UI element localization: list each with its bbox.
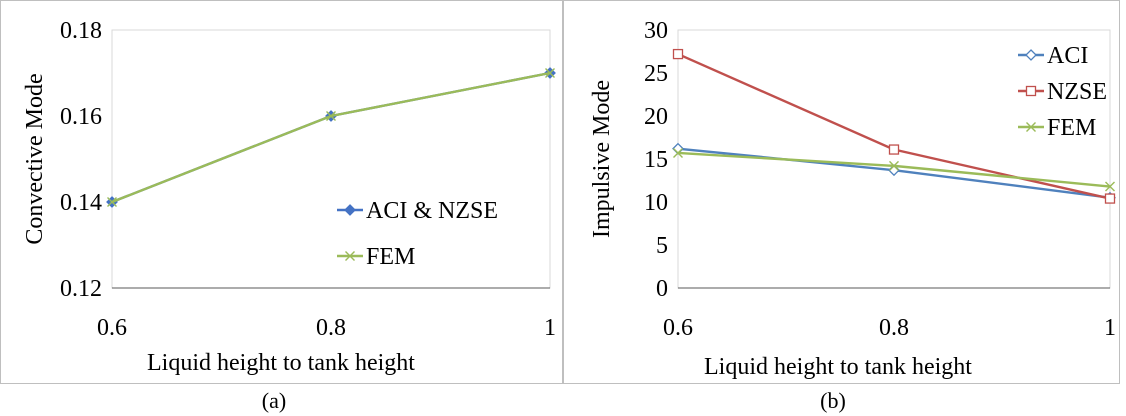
chart-b-x-tick-label: 1 bbox=[1104, 315, 1116, 341]
chart-a-y-tick-label: 0.18 bbox=[60, 18, 102, 44]
chart-a-legend-0-marker bbox=[344, 204, 356, 216]
chart-a-svg: 0.12 0.14 0.16 0.18 0.6 0.8 1 Liquid height to … bbox=[0, 0, 563, 413]
chart-b-frame bbox=[563, 0, 1120, 384]
chart-b-series-2-point bbox=[1105, 181, 1115, 192]
chart-b-legend-1-label: NZSE bbox=[1047, 79, 1107, 105]
chart-b-y-tick-label: 30 bbox=[644, 18, 668, 44]
chart-b-series-2-point-stroke-2 bbox=[1105, 181, 1115, 192]
chart-a-series-1-point bbox=[326, 111, 336, 121]
chart-a-series-1-point bbox=[545, 68, 555, 78]
chart-a-x-tick-label: 0.6 bbox=[97, 315, 127, 341]
chart-a-series-0-line bbox=[111, 71, 551, 204]
chart-b-y-axis-title: Impulsive Mode bbox=[589, 80, 615, 238]
chart-b-y-tick-label: 0 bbox=[656, 276, 668, 302]
chart-b-series-2-point bbox=[673, 147, 683, 158]
chart-a-series-1-point-stroke-2 bbox=[326, 111, 336, 121]
chart-b-x-tick-label: 0.8 bbox=[879, 315, 909, 341]
chart-b-series-1-point bbox=[888, 144, 900, 155]
chart-b-series-2-point-stroke-2 bbox=[889, 160, 899, 171]
chart-a-series-1-point bbox=[107, 197, 117, 207]
chart-a-series-1-point-stroke-2 bbox=[545, 68, 555, 78]
chart-a-y-tick-label: 0.14 bbox=[60, 190, 102, 216]
chart-a-legend-1-marker-stroke-2 bbox=[345, 251, 355, 261]
chart-a-y-tick-label: 0.12 bbox=[60, 276, 102, 302]
chart-a-caption: (a) bbox=[262, 388, 286, 413]
chart-a-series-1-line bbox=[111, 71, 551, 204]
chart-a-x-axis-title: Liquid height to tank height bbox=[147, 350, 415, 376]
chart-b-series-2-point-stroke-2 bbox=[673, 147, 683, 158]
chart-a-y-tick-label: 0.16 bbox=[60, 104, 102, 130]
chart-b-legend-2-marker-stroke-2 bbox=[1026, 122, 1036, 132]
chart-a-frame bbox=[0, 0, 563, 384]
chart-b-legend-1-marker bbox=[1025, 85, 1037, 97]
chart-b-x-tick-label: 0.6 bbox=[663, 315, 693, 341]
chart-b-legend-0-marker bbox=[1025, 49, 1037, 61]
chart-b-y-tick-label: 15 bbox=[644, 147, 668, 173]
chart-b-svg: 0 5 10 15 20 25 30 0.6 0.8 1 Liquid height to tank… bbox=[563, 0, 1120, 413]
chart-b-series-2-point bbox=[889, 160, 899, 171]
chart-a-plot-area bbox=[111, 29, 551, 289]
chart-b-y-tick-label: 5 bbox=[656, 233, 668, 259]
chart-b-series-1-point bbox=[1104, 193, 1116, 204]
chart-a-legend-0-label: ACI & NZSE bbox=[366, 198, 498, 224]
chart-b-caption: (b) bbox=[820, 388, 846, 413]
chart-a-legend-1-label: FEM bbox=[366, 244, 415, 270]
chart-b-legend-2-marker bbox=[1026, 122, 1036, 132]
chart-a-legend-1-marker bbox=[345, 251, 355, 261]
chart-b-x-axis-title: Liquid height to tank height bbox=[704, 354, 972, 380]
chart-b-legend-2-label: FEM bbox=[1047, 115, 1096, 141]
chart-b-series-1-line bbox=[677, 52, 1111, 200]
chart-a-x-tick-label: 0.8 bbox=[316, 315, 346, 341]
chart-panel-a: 0.12 0.14 0.16 0.18 0.6 0.8 1 Liquid height to … bbox=[0, 0, 563, 413]
chart-a-y-axis-title: Convective Mode bbox=[22, 73, 48, 244]
chart-panel-b: 0 5 10 15 20 25 30 0.6 0.8 1 Liquid height to tank… bbox=[563, 0, 1126, 416]
chart-b-legend-0-label: ACI bbox=[1047, 43, 1088, 69]
chart-b-series-1-point bbox=[672, 48, 684, 60]
chart-b-y-tick-label: 25 bbox=[644, 61, 668, 87]
chart-a-x-tick-label: 1 bbox=[544, 315, 556, 341]
chart-b-y-tick-label: 10 bbox=[644, 190, 668, 216]
chart-b-plot-area bbox=[677, 29, 1111, 289]
chart-a-series-1-point-stroke-2 bbox=[107, 197, 117, 207]
chart-b-y-tick-label: 20 bbox=[644, 104, 668, 130]
